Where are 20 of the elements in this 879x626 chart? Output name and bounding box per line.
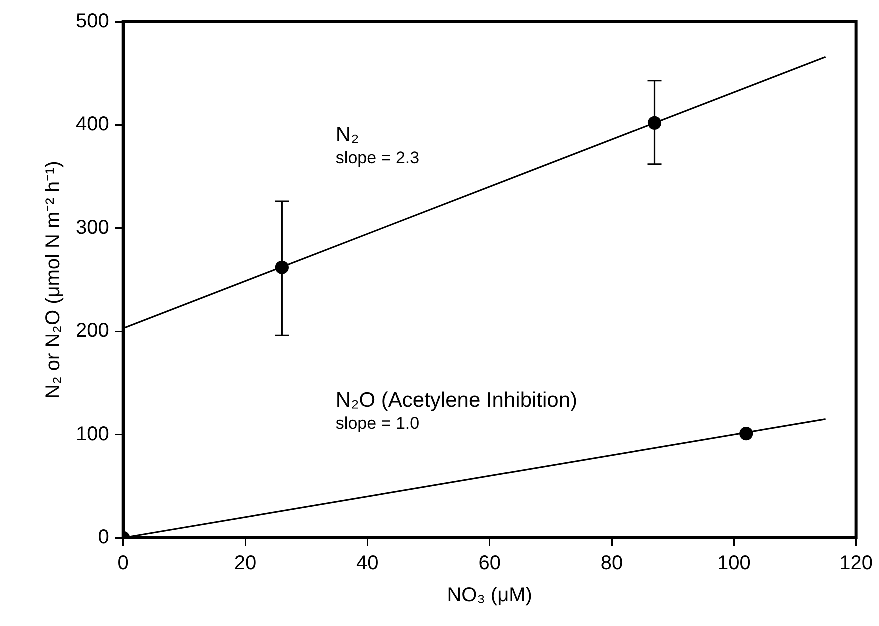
annotation: N₂ <box>336 123 360 146</box>
y-axis-title: N₂ or N₂O (μmol N m⁻² h⁻¹) <box>42 161 65 399</box>
x-tick-label: 100 <box>717 552 751 575</box>
y-tick-label: 500 <box>76 10 110 33</box>
annotation: slope = 2.3 <box>336 148 420 168</box>
y-tick-label: 0 <box>98 526 110 549</box>
x-tick-label: 80 <box>600 552 624 575</box>
x-axis-title: NO₃ (μM) <box>447 584 532 607</box>
annotation: slope = 1.0 <box>336 414 420 434</box>
x-tick-label: 40 <box>356 552 379 575</box>
x-tick-label: 60 <box>478 552 501 575</box>
annotation: N₂O (Acetylene Inhibition) <box>336 389 578 412</box>
y-tick-label: 300 <box>76 216 110 239</box>
x-tick-label: 20 <box>234 552 257 575</box>
y-tick-label: 400 <box>76 114 110 136</box>
point <box>740 426 754 441</box>
y-tick-label: 100 <box>76 423 110 446</box>
x-tick-label: 0 <box>118 552 129 575</box>
y-tick-label: 200 <box>76 320 110 342</box>
x-tick-label: 120 <box>840 552 874 575</box>
